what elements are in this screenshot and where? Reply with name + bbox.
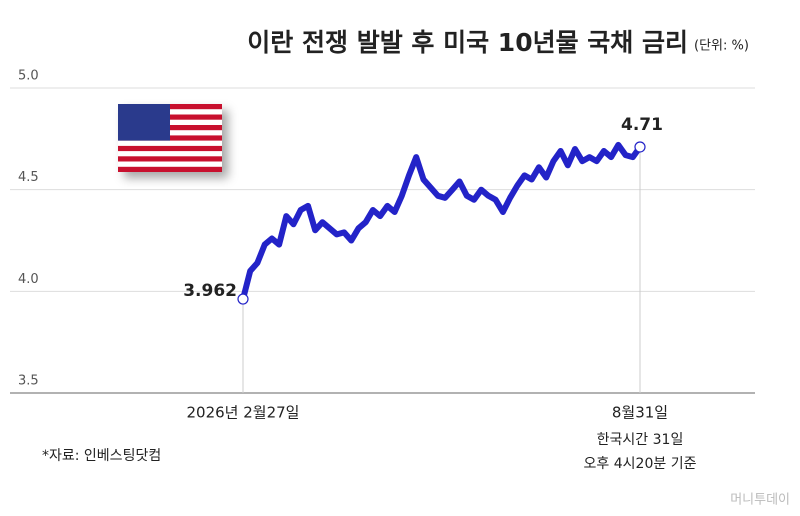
chart-title: 이란 전쟁 발발 후 미국 10년물 국채 금리: [247, 28, 688, 57]
y-tick-label: 3.5: [18, 374, 39, 389]
y-tick-label: 5.0: [18, 69, 39, 84]
x-tick-label: 2026년 2월27일: [187, 404, 300, 422]
annotation: 한국시간 31일: [597, 432, 684, 448]
end-marker: [237, 293, 249, 305]
x-tick-label: 8월31일: [612, 404, 668, 422]
source: *자료: 인베스팅닷컴: [42, 448, 161, 464]
watermark: 머니투데이: [730, 493, 790, 508]
end-marker: [634, 141, 646, 153]
y-tick-label: 4.0: [18, 272, 39, 287]
annotation: 오후 4시20분 기준: [584, 456, 697, 472]
us-flag: [118, 104, 222, 172]
series-line: [240, 141, 643, 303]
data-label: 4.71: [621, 115, 663, 135]
y-tick-label: 4.5: [18, 170, 39, 185]
data-label: 3.962: [183, 281, 237, 301]
unit-label: (단위: %): [694, 39, 749, 54]
